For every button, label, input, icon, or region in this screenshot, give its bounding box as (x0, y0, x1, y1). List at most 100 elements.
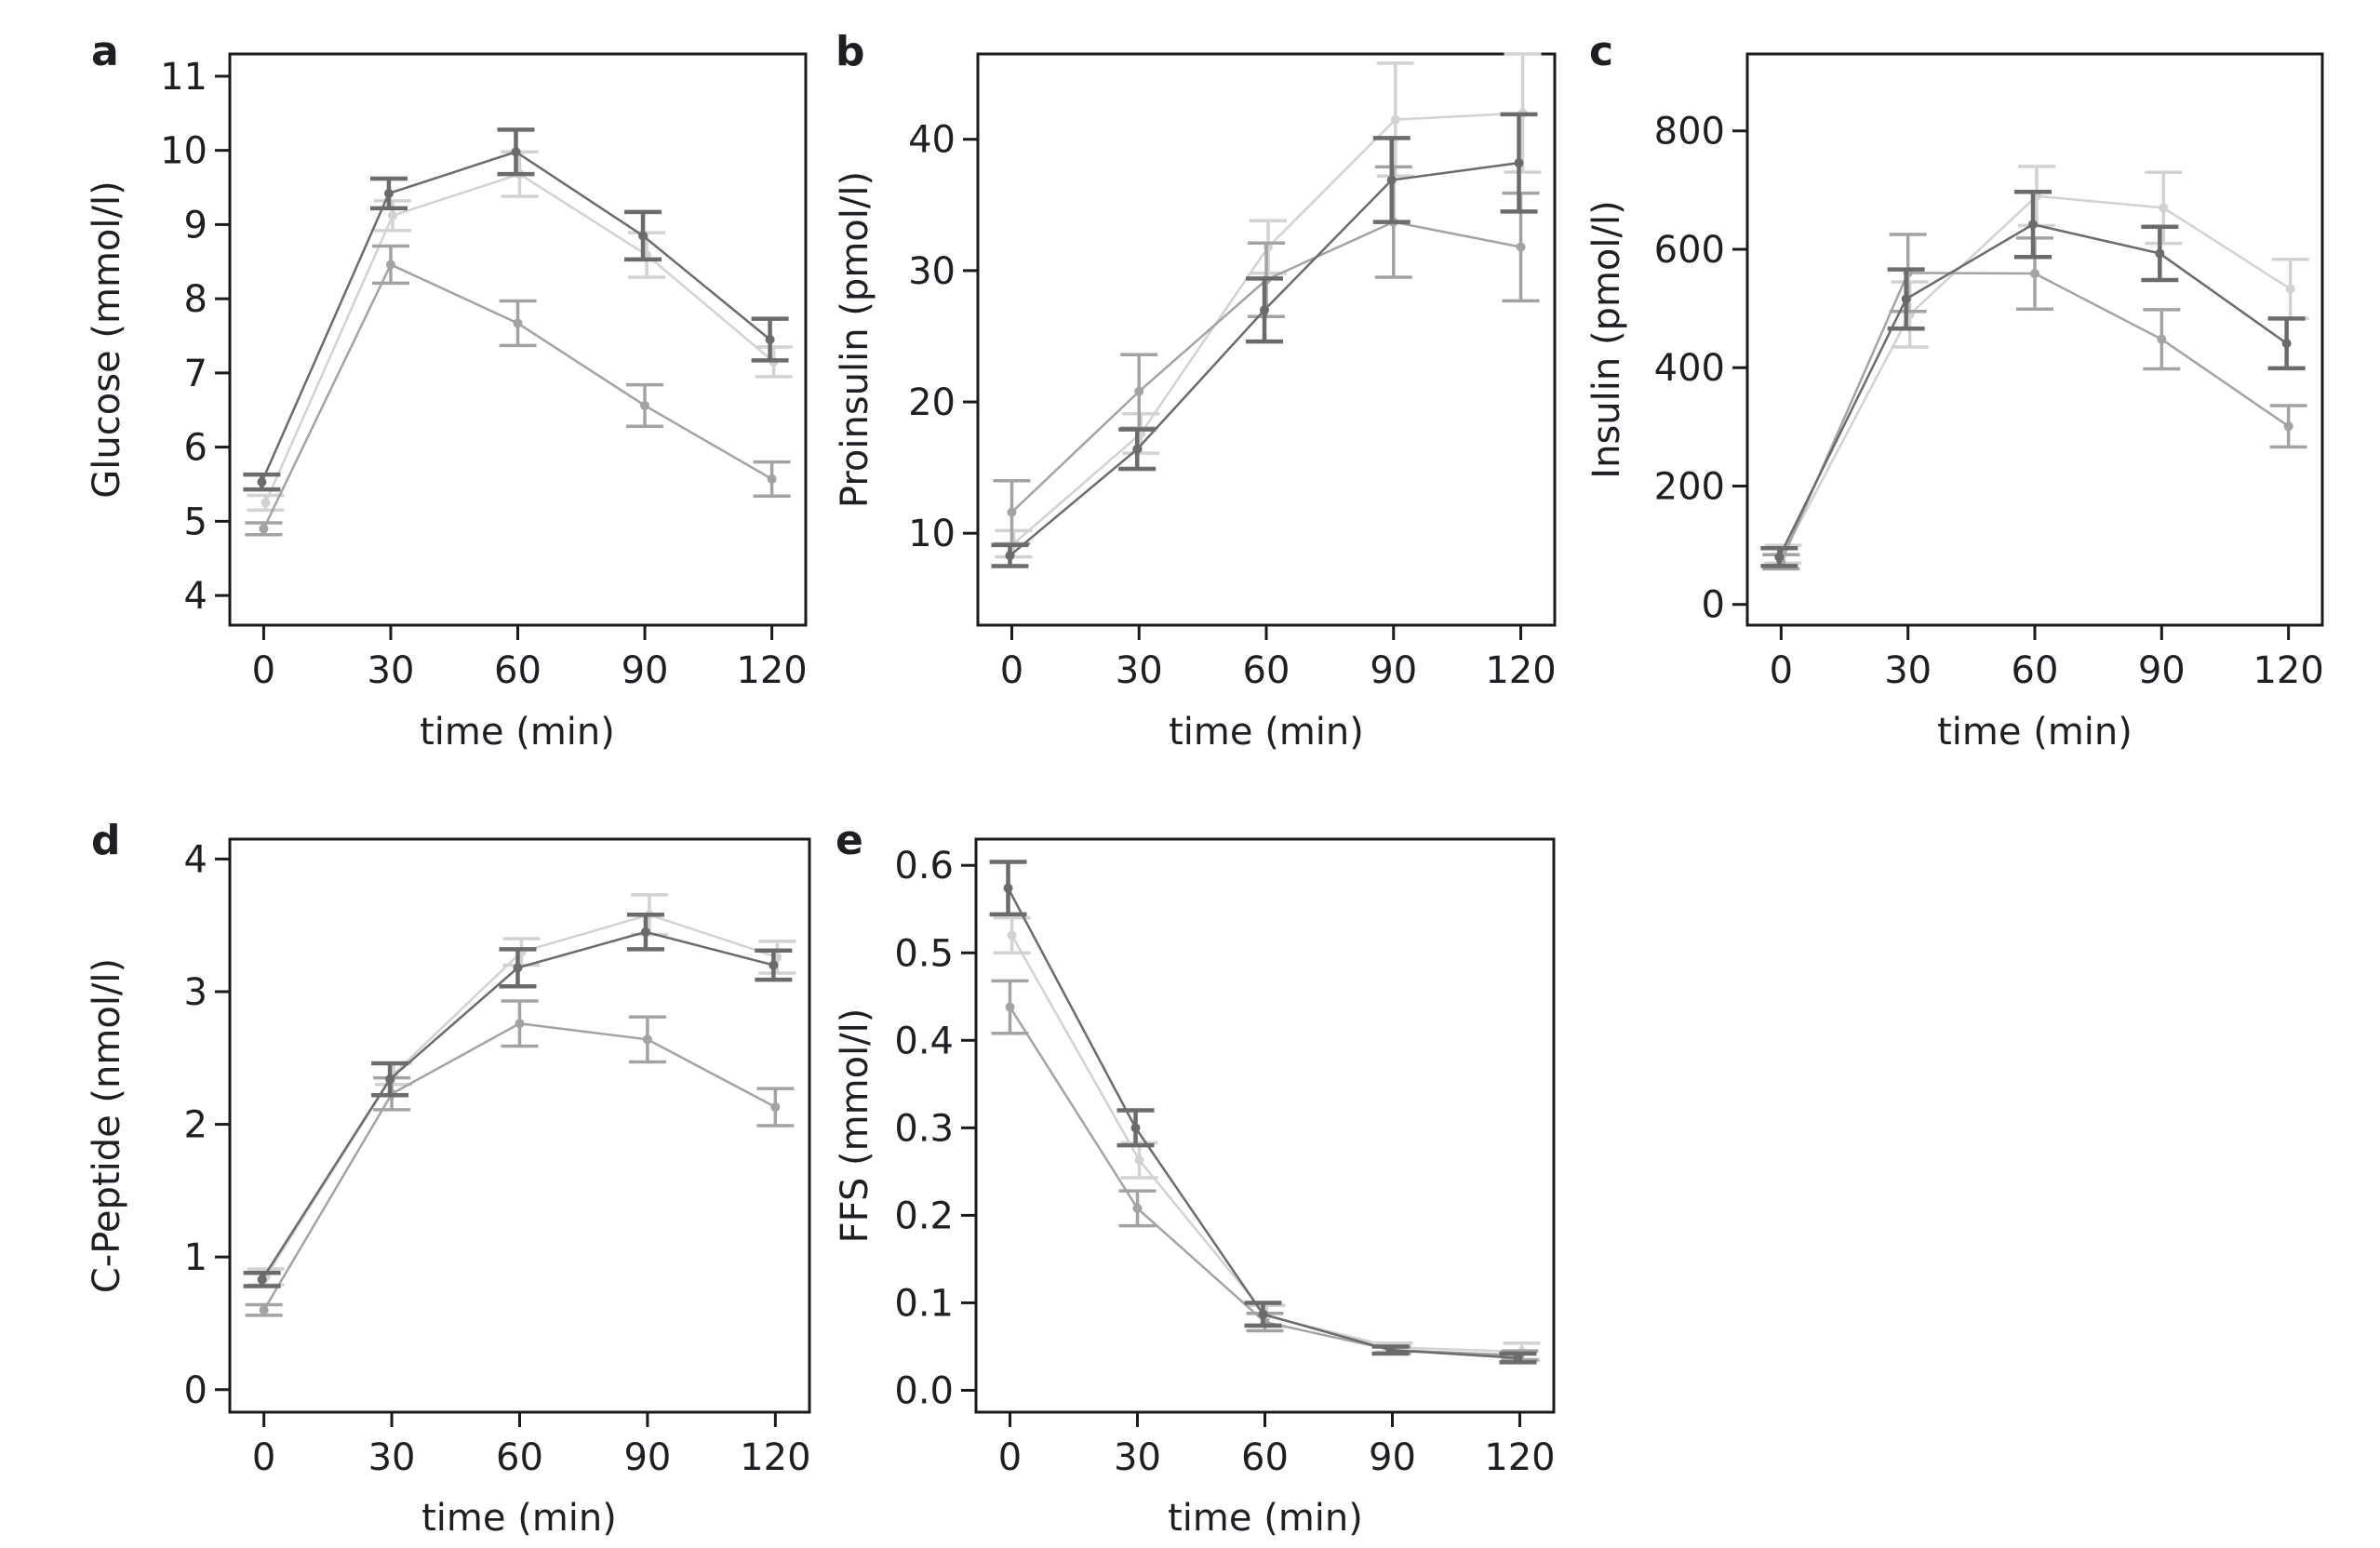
series-line (1012, 112, 1523, 545)
data-point (1007, 930, 1017, 941)
data-point (1007, 507, 1017, 517)
series-group-2 (993, 915, 1541, 1363)
x-tick-label: 90 (622, 649, 669, 692)
x-axis-title: time (min) (420, 711, 615, 754)
data-point (1386, 175, 1397, 185)
x-tick-label: 90 (1369, 1436, 1416, 1479)
y-tick-label: 10 (160, 130, 207, 173)
x-tick-label: 60 (2012, 649, 2059, 692)
plot-frame (228, 837, 811, 1414)
x-tick-label: 60 (1241, 1436, 1289, 1479)
series-group-2 (247, 893, 796, 1287)
data-point (385, 1074, 395, 1085)
data-point (515, 1019, 525, 1029)
series-group-3 (245, 244, 791, 537)
panel-letter-c: c (1589, 28, 1613, 75)
x-tick-label: 120 (736, 649, 807, 692)
data-point (259, 524, 269, 534)
data-point (1003, 883, 1013, 893)
data-point (770, 1102, 781, 1113)
data-point (387, 210, 397, 220)
data-point (385, 260, 395, 270)
y-tick-label: 8 (184, 278, 207, 321)
data-point (1513, 1353, 1523, 1363)
data-point (257, 1274, 267, 1285)
panel-b: 10 20 30 40 0 30 60 90 120 b Proinsulin (pmol/l) ti… (834, 28, 1557, 754)
data-point (640, 927, 650, 937)
x-tick-label: 0 (1770, 649, 1793, 692)
y-tick-label: 800 (1654, 111, 1725, 153)
y-tick-label: 0 (184, 1369, 207, 1412)
y-tick-label: 9 (184, 204, 207, 247)
data-point (383, 188, 394, 198)
x-tick-label: 30 (368, 649, 415, 692)
series-group-1 (243, 127, 789, 492)
data-point (1132, 1203, 1143, 1213)
series-line (261, 150, 771, 483)
plot-frame (1745, 52, 2324, 627)
y-tick-label: 400 (1654, 347, 1725, 390)
x-tick-label: 120 (1484, 1436, 1555, 1479)
data-point (1385, 1345, 1396, 1355)
panel-letter-e: e (836, 817, 863, 864)
x-tick-label: 0 (252, 649, 275, 692)
data-point (2030, 269, 2039, 279)
y-axis-title: Proinsulin (pmol/l) (834, 171, 876, 508)
panel-e: 0.0 0.1 0.2 0.3 0.4 0.5 0.6 0 30 60 90 120 e FFS (mmo… (834, 817, 1556, 1540)
panel-letter-a: a (91, 28, 119, 75)
data-point (767, 474, 777, 484)
x-tick-label: 90 (623, 1436, 671, 1479)
series-line (262, 1021, 776, 1311)
data-point (638, 231, 648, 241)
panel-a: 4 5 6 7 8 9 10 11 0 30 60 90 120 a Glucose (mmol/l) tim… (86, 28, 808, 754)
x-tick-label: 120 (1485, 649, 1556, 692)
series-line (1780, 272, 2290, 563)
y-tick-label: 6 (184, 427, 207, 470)
series-line (264, 172, 775, 503)
y-tick-label: 4 (184, 838, 207, 881)
y-tick-label: 2 (184, 1104, 207, 1147)
data-point (2157, 334, 2167, 344)
data-point (640, 400, 650, 410)
y-axis-title: Insulin (pmol/l) (1585, 200, 1628, 478)
panel-letter-d: d (91, 817, 121, 864)
x-tick-label: 120 (740, 1436, 810, 1479)
y-tick-label: 10 (908, 513, 956, 555)
x-tick-label: 90 (2138, 649, 2186, 692)
x-tick-label: 0 (252, 1436, 275, 1479)
y-tick-label: 7 (184, 353, 207, 395)
data-point (1132, 444, 1143, 454)
data-point (769, 960, 779, 970)
y-tick-label: 1 (184, 1236, 207, 1279)
x-tick-label: 30 (1114, 1436, 1161, 1479)
data-point (257, 477, 267, 487)
data-point (511, 147, 521, 157)
x-tick-label: 90 (1370, 649, 1417, 692)
data-point (2155, 248, 2165, 259)
data-point (1130, 1123, 1141, 1133)
x-axis-title: time (min) (1169, 711, 1364, 754)
data-point (2285, 284, 2295, 294)
y-tick-label: 20 (908, 381, 956, 424)
data-point (2283, 421, 2293, 432)
y-axis-title: C-Peptide (nmol/l) (86, 958, 128, 1293)
data-point (642, 1034, 652, 1045)
x-axis-title: time (min) (421, 1497, 617, 1540)
data-point (1005, 551, 1015, 561)
panel-letter-b: b (836, 28, 865, 75)
panel-c: 0 200 400 600 800 0 30 60 90 120 c Insulin (pmol/l)… (1585, 28, 2324, 754)
data-point (2159, 203, 2169, 213)
y-axis-title: Glucose (mmol/l) (86, 180, 128, 498)
data-point (1901, 294, 1911, 304)
series-group-3 (245, 999, 795, 1317)
y-tick-label: 3 (184, 971, 207, 1014)
y-tick-label: 4 (184, 575, 207, 618)
x-tick-label: 60 (494, 649, 542, 692)
data-point (1390, 114, 1400, 125)
data-point (765, 335, 775, 344)
series-group-1 (1760, 190, 2306, 568)
y-tick-label: 0 (1702, 584, 1725, 627)
data-point (2028, 220, 2038, 230)
panel-d: 0 1 2 3 4 0 30 60 90 120 d C-Peptide (nmol/l) time (… (86, 817, 811, 1540)
